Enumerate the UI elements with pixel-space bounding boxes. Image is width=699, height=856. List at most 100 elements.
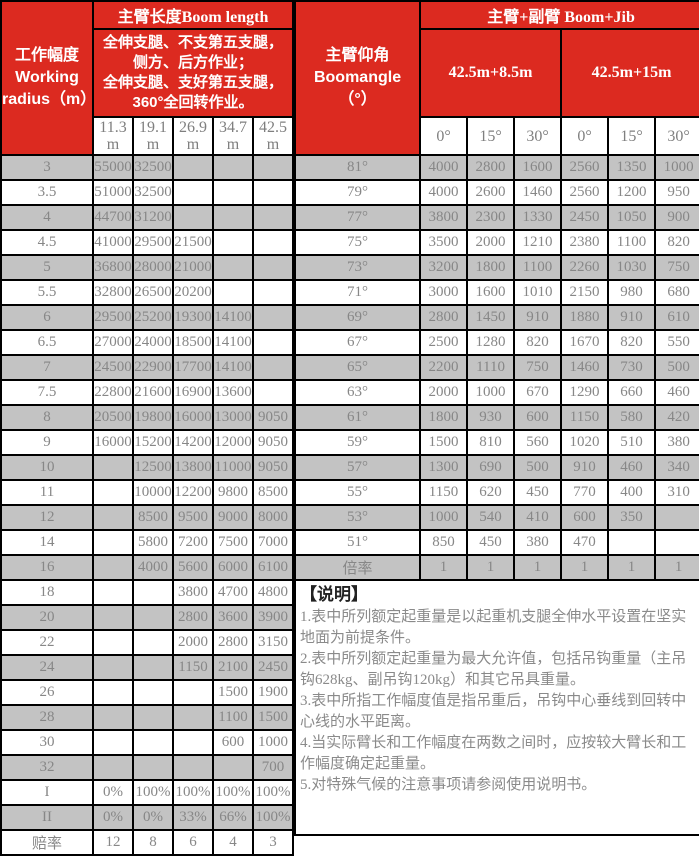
- table-cell: 670: [513, 379, 563, 406]
- row-label: 53°: [294, 504, 422, 531]
- table-cell: 22800: [92, 379, 134, 406]
- table-cell: 21600: [132, 379, 174, 406]
- table-cell: 28000: [132, 254, 174, 281]
- table-cell: 14200: [172, 429, 214, 456]
- table-cell: 580: [607, 404, 657, 431]
- table-cell: 12200: [172, 479, 214, 506]
- table-cell: 16000: [172, 404, 214, 431]
- table-cell: 1: [466, 554, 516, 581]
- row-label: 63°: [294, 379, 422, 406]
- table-cell: 0%: [92, 779, 134, 806]
- table-cell: [92, 504, 134, 531]
- table-cell: 1: [607, 554, 657, 581]
- table-cell: 100%: [132, 779, 174, 806]
- table-row: 81° 4000 2800 1600 2560 1350 1000: [294, 154, 699, 181]
- table-row: 65° 2200 1110 750 1460 730 500: [294, 354, 699, 381]
- boom-length-title: 主臂长度Boom length: [91, 0, 295, 30]
- table-cell: 1670: [560, 329, 610, 356]
- table-cell: 22900: [132, 354, 174, 381]
- table-cell: [132, 604, 174, 631]
- table-cell: 3150: [251, 629, 295, 656]
- table-row: 75° 3500 2000 1210 2380 1100 820: [294, 229, 699, 256]
- table-cell: 100%: [251, 779, 295, 806]
- table-row: 4.5 41000 29500 21500: [0, 229, 295, 256]
- table-cell: 810: [466, 429, 516, 456]
- table-cell: 8000: [251, 504, 295, 531]
- table-cell: 33%: [172, 804, 214, 831]
- table-cell: 9500: [172, 504, 214, 531]
- table-cell: 1100: [513, 254, 563, 281]
- row-label: 73°: [294, 254, 422, 281]
- notes-list: 1.表中所列额定起重量是以起重机支腿全伸水平设置在坚实地面为前提条件。 2.表中所…: [300, 607, 695, 796]
- table-cell: 9050: [251, 404, 295, 431]
- table-row: 12 8500 9500 9000 8000: [0, 504, 295, 531]
- table-cell: 1: [419, 554, 469, 581]
- table-cell: 1150: [172, 654, 214, 681]
- table-cell: 1280: [466, 329, 516, 356]
- table-cell: 1010: [513, 279, 563, 306]
- row-label: 16: [0, 554, 94, 581]
- table-cell: 600: [513, 404, 563, 431]
- table-row: 18 3800 4700 4800: [0, 579, 295, 606]
- offset-col-15b: 15°: [607, 116, 657, 156]
- table-cell: 410: [513, 504, 563, 531]
- table-cell: 1600: [513, 154, 563, 181]
- table-cell: 550: [654, 329, 699, 356]
- table-cell: [212, 154, 254, 181]
- table-cell: 12500: [132, 454, 174, 481]
- note-item: 3.表中所指工作幅度值是指吊重后，吊钩中心垂线到回转中心线的水平距离。: [300, 693, 687, 730]
- table-cell: 1000: [419, 504, 469, 531]
- row-label: 7.5: [0, 379, 94, 406]
- table-cell: 2150: [560, 279, 610, 306]
- table-cell: 51000: [92, 179, 134, 206]
- table-cell: 5600: [172, 554, 214, 581]
- table-cell: [172, 154, 214, 181]
- table-cell: [251, 179, 295, 206]
- table-cell: 1330: [513, 204, 563, 231]
- table-cell: 26500: [132, 279, 174, 306]
- table-row: 6 29500 25200 19300 14100: [0, 304, 295, 331]
- table-cell: 20200: [172, 279, 214, 306]
- table-row: 22 2000 2800 3150: [0, 629, 295, 656]
- table-cell: 2000: [172, 629, 214, 656]
- table-cell: [212, 179, 254, 206]
- table-cell: 560: [513, 429, 563, 456]
- table-cell: 420: [654, 404, 699, 431]
- row-label: 6: [0, 304, 94, 331]
- table-cell: 11000: [212, 454, 254, 481]
- table-cell: 2800: [466, 154, 516, 181]
- table-row: 32 700: [0, 754, 295, 781]
- table-cell: 610: [654, 304, 699, 331]
- table-cell: 100%: [172, 779, 214, 806]
- table-cell: [132, 754, 174, 781]
- table-cell: 12: [92, 829, 134, 856]
- table-cell: 14100: [212, 354, 254, 381]
- table-row: 59° 1500 810 560 1020 510 380: [294, 429, 699, 456]
- table-cell: 750: [654, 254, 699, 281]
- table-cell: 8500: [132, 504, 174, 531]
- offset-col-0: 0°: [419, 116, 469, 156]
- row-label: 59°: [294, 429, 422, 456]
- table-cell: 1900: [251, 679, 295, 706]
- table-cell: [172, 679, 214, 706]
- boom-col-11-3m: 11.3 m: [92, 116, 134, 156]
- table-cell: [92, 754, 134, 781]
- table-row: 4 44700 31200: [0, 204, 295, 231]
- table-cell: 2200: [419, 354, 469, 381]
- table-cell: 27000: [92, 329, 134, 356]
- jib-group-15m: 42.5m+15m: [560, 28, 699, 118]
- table-cell: 1500: [212, 679, 254, 706]
- table-cell: 1460: [513, 179, 563, 206]
- table-cell: [172, 704, 214, 731]
- row-label: 3: [0, 154, 94, 181]
- table-cell: 700: [251, 754, 295, 781]
- table-cell: 1800: [419, 404, 469, 431]
- table-cell: 13800: [172, 454, 214, 481]
- table-cell: [251, 304, 295, 331]
- table-cell: 66%: [212, 804, 254, 831]
- table-row: 67° 2500 1280 820 1670 820 550: [294, 329, 699, 356]
- table-cell: 41000: [92, 229, 134, 256]
- table-row: 61° 1800 930 600 1150 580 420: [294, 404, 699, 431]
- table-cell: 7000: [251, 529, 295, 556]
- table-cell: 910: [560, 454, 610, 481]
